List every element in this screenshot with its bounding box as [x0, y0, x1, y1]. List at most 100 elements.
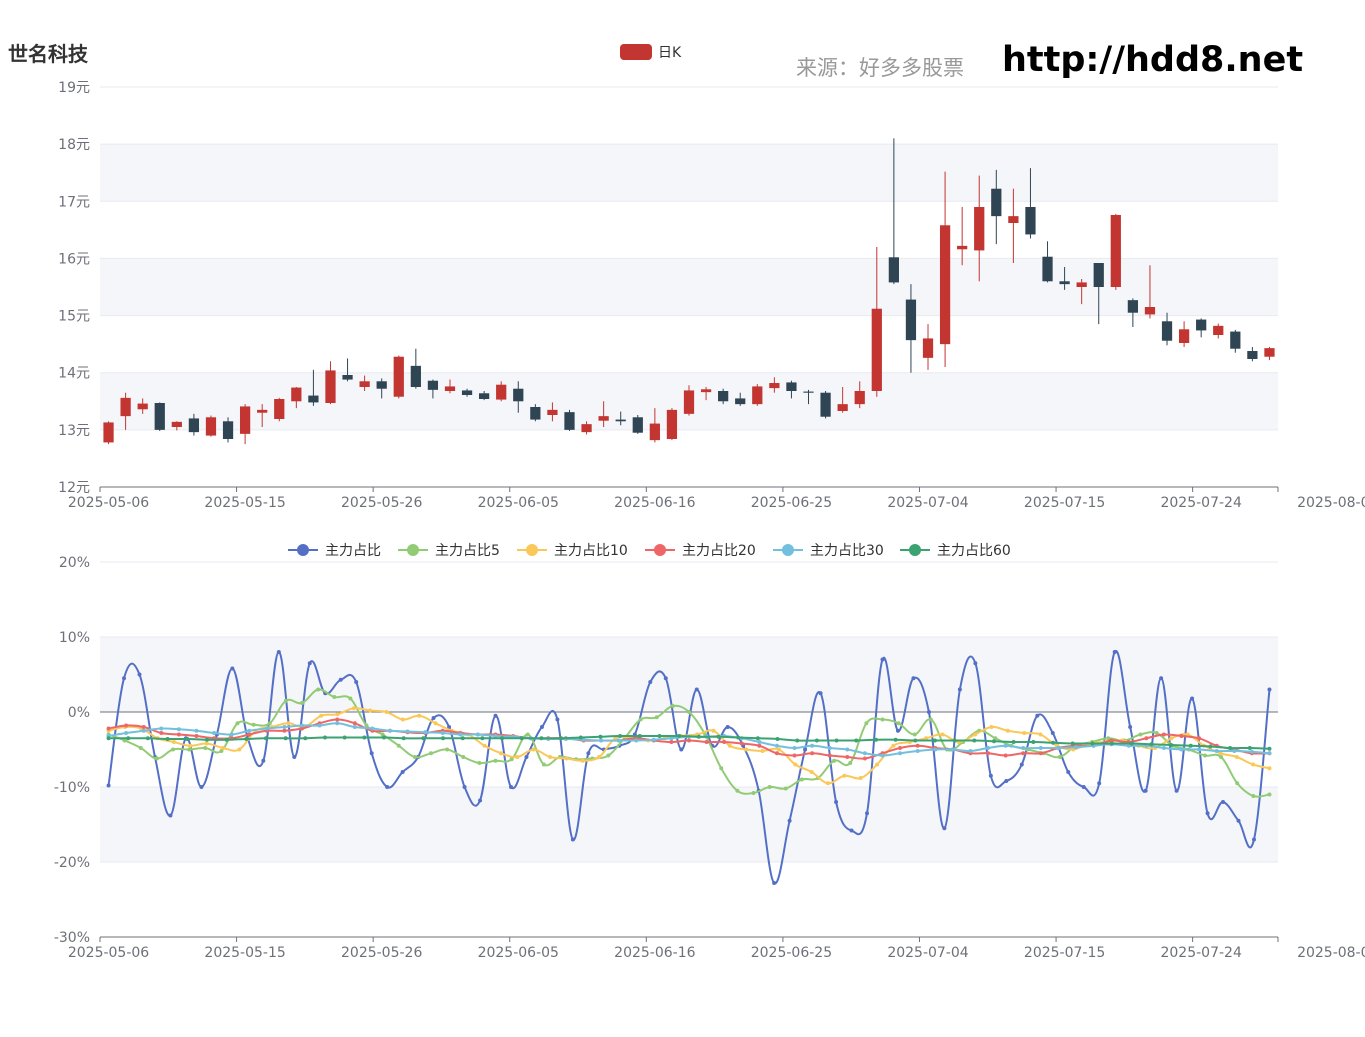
kline-x-tick-label: 2025-06-25	[751, 495, 832, 511]
series-point	[368, 708, 373, 713]
series-point	[460, 736, 465, 741]
kline-x-tick-label: 2025-07-24	[1160, 495, 1241, 511]
series-point	[880, 657, 885, 662]
flow-x-tick-label: 2025-08-04	[1297, 945, 1365, 961]
series-point	[380, 732, 385, 737]
series-point	[400, 717, 405, 722]
series-point	[168, 813, 173, 818]
series-point	[1003, 743, 1008, 748]
series-point	[1174, 788, 1179, 793]
candle-body	[803, 391, 814, 393]
kline-y-tick-label: 16元	[58, 251, 90, 267]
candle-body	[888, 257, 899, 283]
series-point	[1038, 746, 1043, 750]
flow-x-tick-label: 2025-07-15	[1024, 945, 1105, 961]
flow-x-tick-label: 2025-07-04	[887, 945, 968, 961]
series-point	[973, 732, 978, 737]
flow-x-tick-label: 2025-06-16	[614, 945, 695, 961]
candle-body	[615, 419, 626, 422]
flow-y-tick-label: -20%	[54, 855, 90, 871]
candle-body	[1127, 300, 1139, 313]
series-point	[276, 650, 281, 654]
series-point	[845, 755, 850, 759]
series-point	[842, 773, 847, 778]
series-point	[942, 826, 947, 831]
series-point	[696, 734, 701, 739]
series-point	[335, 717, 340, 722]
series-point	[1081, 785, 1086, 789]
series-point	[599, 738, 604, 743]
series-point	[1232, 749, 1237, 753]
series-point	[493, 713, 498, 718]
series-point	[1218, 751, 1223, 756]
series-point	[991, 739, 996, 744]
series-point	[928, 717, 933, 722]
series-point	[1161, 746, 1166, 750]
series-point	[1219, 755, 1224, 759]
series-point	[818, 691, 823, 696]
candle-body	[376, 381, 387, 389]
series-point	[638, 717, 643, 722]
series-point	[933, 747, 938, 752]
series-point	[1251, 762, 1256, 767]
series-point	[322, 735, 327, 740]
kline-x-tick-label: 2025-07-04	[887, 495, 968, 511]
series-point	[1251, 837, 1256, 842]
series-point	[267, 721, 272, 726]
series-point	[809, 770, 814, 774]
candle-body	[1196, 319, 1207, 331]
series-point	[1208, 744, 1213, 749]
series-point	[849, 828, 854, 833]
series-point	[787, 818, 792, 823]
series-point	[845, 747, 850, 752]
candle-body	[1264, 348, 1275, 357]
series-point	[827, 753, 832, 758]
series-point	[300, 701, 305, 705]
series-point	[873, 737, 878, 742]
series-point	[792, 753, 797, 758]
series-point	[597, 755, 602, 759]
series-point	[651, 737, 656, 742]
series-point	[335, 712, 340, 717]
series-point	[224, 737, 229, 742]
series-point	[230, 666, 235, 671]
series-point	[1236, 818, 1241, 823]
series-point	[1066, 770, 1071, 774]
series-point	[237, 747, 242, 752]
series-point	[1073, 745, 1078, 750]
series-point	[482, 743, 487, 748]
candle-body	[496, 384, 507, 400]
candle-body	[905, 299, 917, 341]
series-point	[555, 717, 560, 722]
series-point	[580, 758, 585, 763]
series-point	[364, 723, 369, 728]
series-point	[405, 729, 410, 734]
series-point	[825, 781, 830, 786]
series-point	[106, 783, 111, 788]
series-point	[616, 738, 621, 743]
candle-body	[922, 338, 934, 358]
series-point	[654, 715, 659, 720]
candle-body	[1230, 331, 1241, 349]
flow-y-tick-label: 0%	[68, 705, 90, 721]
candle-body	[735, 398, 746, 405]
flow-x-tick-label: 2025-05-26	[341, 945, 422, 961]
series-point	[138, 746, 143, 750]
series-point	[986, 746, 991, 750]
series-point	[1057, 755, 1062, 759]
series-point	[194, 728, 199, 733]
candle-body	[342, 375, 353, 380]
source-url[interactable]: http://hdd8.net	[1002, 40, 1304, 80]
series-point	[300, 723, 305, 728]
series-point	[1169, 743, 1174, 747]
candle-body	[410, 365, 421, 387]
flow-x-tick-label: 2025-05-06	[68, 945, 149, 961]
series-point	[1110, 741, 1115, 746]
series-point	[1021, 751, 1026, 756]
series-point	[244, 737, 249, 741]
series-point	[986, 751, 991, 756]
series-point	[508, 785, 513, 789]
kline-band	[100, 144, 1278, 202]
series-point	[1197, 736, 1202, 741]
series-point	[865, 811, 870, 816]
